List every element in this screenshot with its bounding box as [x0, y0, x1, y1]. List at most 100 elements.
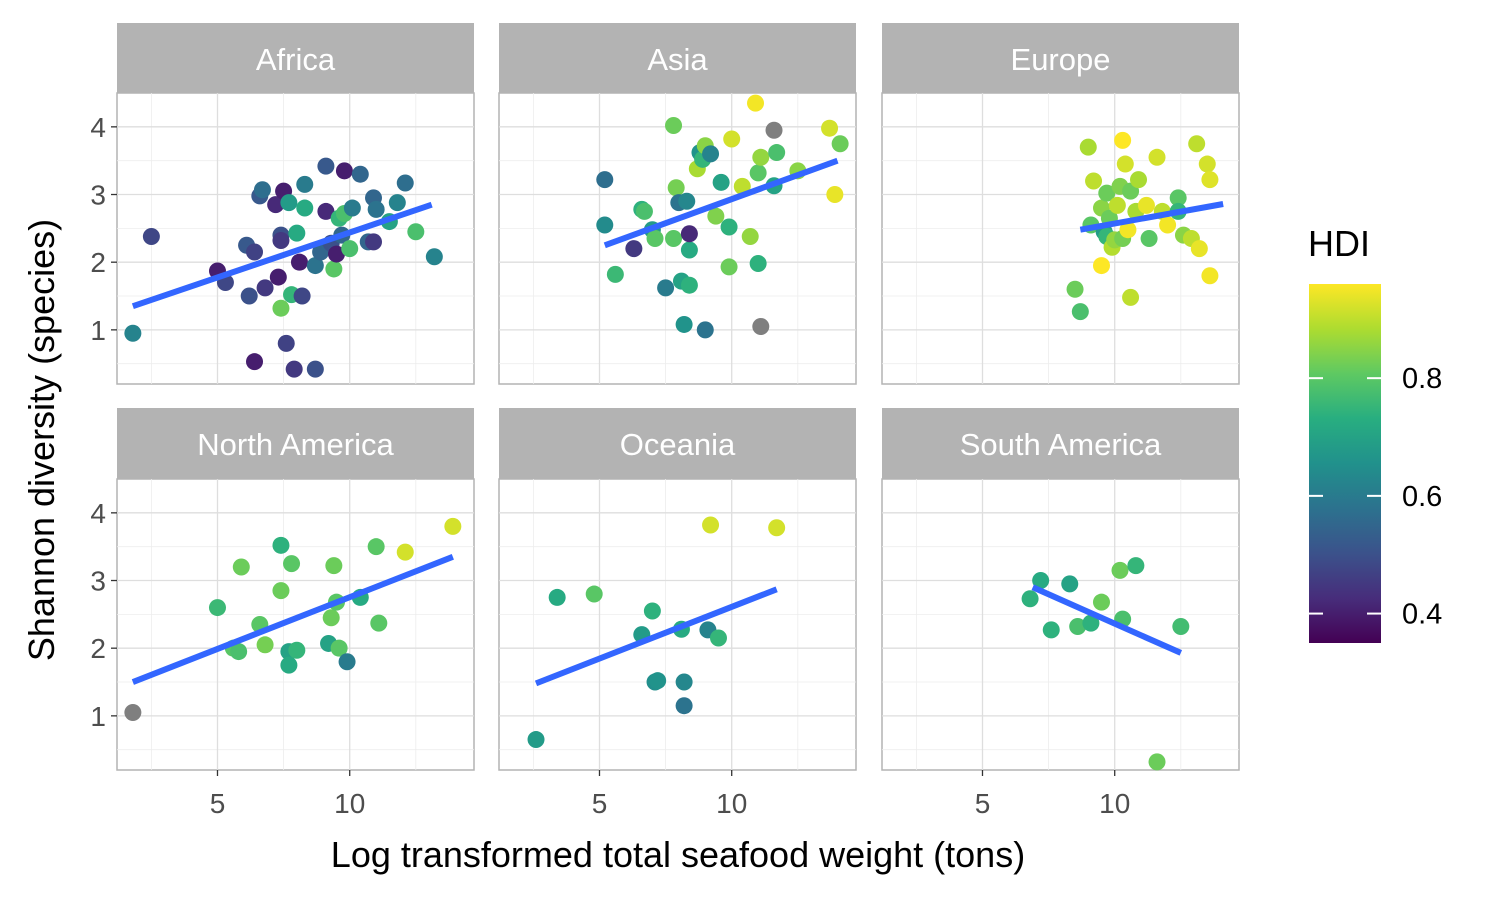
data-point — [1159, 216, 1177, 234]
data-point — [1127, 557, 1145, 575]
data-point — [322, 609, 340, 627]
data-point — [548, 588, 566, 606]
data-point — [367, 200, 385, 218]
x-tick-label: 10 — [1099, 788, 1130, 819]
data-point — [330, 639, 348, 657]
data-point — [1114, 131, 1132, 149]
data-point — [1172, 618, 1190, 636]
data-point — [667, 179, 685, 197]
panel-europe: Europe — [881, 23, 1240, 385]
data-point — [720, 258, 738, 276]
data-point — [335, 162, 353, 180]
data-point — [327, 245, 345, 263]
data-point — [288, 641, 306, 659]
data-point — [272, 299, 290, 317]
data-point — [306, 257, 324, 275]
data-point — [752, 317, 770, 335]
data-point — [1069, 618, 1087, 636]
data-point — [246, 353, 264, 371]
trend-line — [131, 201, 433, 310]
facet-panels: Africa 1 2 3 4 Asia Europe North America 1 2 3 4 5 10… — [90, 23, 1240, 819]
data-point — [277, 334, 295, 352]
data-point — [290, 253, 308, 271]
x-axis-title: Log transformed total seafood weight (to… — [331, 834, 1025, 875]
data-point — [646, 230, 664, 247]
data-point — [821, 119, 839, 137]
data-point — [1061, 575, 1079, 593]
data-point — [407, 223, 425, 241]
data-point — [585, 585, 603, 603]
data-point — [625, 240, 643, 258]
data-point — [765, 121, 783, 139]
data-point — [288, 224, 306, 242]
panel-africa: Africa 1 2 3 4 — [90, 23, 475, 385]
strip-label-europe: Europe — [1011, 42, 1111, 77]
data-point — [1085, 172, 1103, 190]
data-point — [709, 629, 727, 647]
data-point — [256, 636, 274, 654]
data-point — [269, 268, 287, 286]
y-axis-title: Shannon diversity (species) — [21, 219, 62, 661]
trend-line — [534, 586, 778, 687]
strip-oceania — [499, 408, 856, 479]
y-tick-label: 2 — [90, 633, 106, 664]
strip-label-africa: Africa — [256, 42, 336, 77]
x-tick-label: 5 — [975, 788, 991, 819]
strip-europe — [882, 23, 1239, 93]
strip-label-asia: Asia — [647, 42, 708, 77]
data-point — [444, 517, 462, 535]
data-point — [1201, 171, 1219, 189]
data-point — [1098, 184, 1116, 202]
data-point — [768, 519, 786, 537]
trend-line — [131, 554, 454, 685]
data-point — [1148, 753, 1166, 771]
legend-colorbar — [1309, 284, 1381, 643]
data-point — [232, 558, 250, 576]
data-point — [752, 148, 770, 166]
data-point — [256, 279, 274, 297]
strip-africa — [117, 23, 474, 93]
data-point — [596, 171, 614, 189]
trend-line — [1031, 584, 1183, 656]
data-point — [606, 265, 624, 283]
panel-north-america: North America 1 2 3 4 5 10 — [90, 408, 475, 819]
data-point — [272, 536, 290, 554]
data-point — [124, 324, 142, 342]
data-point — [283, 555, 301, 573]
legend-ticks: 0.4 0.6 0.8 — [1309, 363, 1442, 631]
data-point — [702, 145, 720, 163]
data-point — [1190, 240, 1208, 258]
data-point — [720, 218, 738, 236]
data-point — [1092, 257, 1110, 275]
data-point — [1130, 171, 1148, 189]
data-point — [635, 202, 653, 220]
data-point — [649, 672, 667, 690]
data-point — [1148, 148, 1166, 166]
data-point — [1032, 572, 1050, 590]
data-point — [747, 94, 765, 112]
data-point — [365, 233, 383, 251]
trend-line — [1079, 201, 1224, 233]
data-point — [1071, 303, 1089, 321]
data-point — [1122, 288, 1140, 306]
data-point — [1201, 267, 1219, 285]
data-point — [826, 186, 844, 204]
data-point — [1198, 155, 1216, 173]
y-tick-label: 4 — [90, 112, 106, 143]
data-point — [643, 602, 661, 620]
data-point — [675, 673, 693, 691]
data-point — [317, 202, 335, 220]
data-point — [124, 703, 142, 721]
y-tick-label: 3 — [90, 566, 106, 597]
data-point — [240, 287, 258, 305]
panel-background — [116, 478, 475, 771]
data-point — [351, 165, 369, 183]
data-point — [1116, 155, 1134, 173]
data-point — [296, 199, 314, 217]
data-point — [1169, 189, 1187, 207]
data-point — [1188, 135, 1206, 153]
data-point — [272, 232, 290, 250]
data-point — [396, 174, 414, 192]
data-point — [280, 194, 298, 212]
y-tick-label: 3 — [90, 180, 106, 211]
